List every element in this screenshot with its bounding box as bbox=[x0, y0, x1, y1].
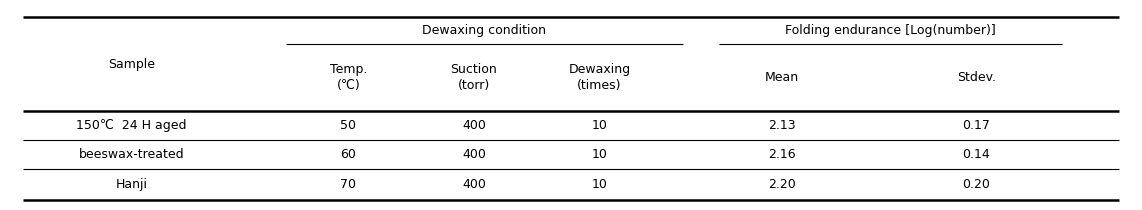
Text: 10: 10 bbox=[592, 148, 608, 161]
Text: Suction
(torr): Suction (torr) bbox=[451, 63, 497, 92]
Text: Dewaxing condition: Dewaxing condition bbox=[423, 24, 546, 37]
Text: Mean: Mean bbox=[765, 71, 799, 84]
Text: 0.17: 0.17 bbox=[963, 119, 990, 132]
Text: 50: 50 bbox=[340, 119, 356, 132]
Text: Stdev.: Stdev. bbox=[957, 71, 996, 84]
Text: 400: 400 bbox=[463, 148, 485, 161]
Text: 10: 10 bbox=[592, 178, 608, 191]
Text: Folding endurance [Log(number)]: Folding endurance [Log(number)] bbox=[786, 24, 996, 37]
Text: 400: 400 bbox=[463, 178, 485, 191]
Text: 60: 60 bbox=[340, 148, 356, 161]
Text: 70: 70 bbox=[340, 178, 356, 191]
Text: Sample: Sample bbox=[107, 58, 155, 71]
Text: 2.13: 2.13 bbox=[769, 119, 796, 132]
Text: Dewaxing
(times): Dewaxing (times) bbox=[569, 63, 630, 92]
Text: 0.20: 0.20 bbox=[963, 178, 990, 191]
Text: 10: 10 bbox=[592, 119, 608, 132]
Text: 0.14: 0.14 bbox=[963, 148, 990, 161]
Text: Temp.
(℃): Temp. (℃) bbox=[330, 63, 367, 92]
Text: 2.20: 2.20 bbox=[769, 178, 796, 191]
Text: 400: 400 bbox=[463, 119, 485, 132]
Text: Hanji: Hanji bbox=[115, 178, 147, 191]
Text: 2.16: 2.16 bbox=[769, 148, 796, 161]
Text: beeswax-treated: beeswax-treated bbox=[79, 148, 184, 161]
Text: 150℃  24 H aged: 150℃ 24 H aged bbox=[77, 119, 186, 132]
